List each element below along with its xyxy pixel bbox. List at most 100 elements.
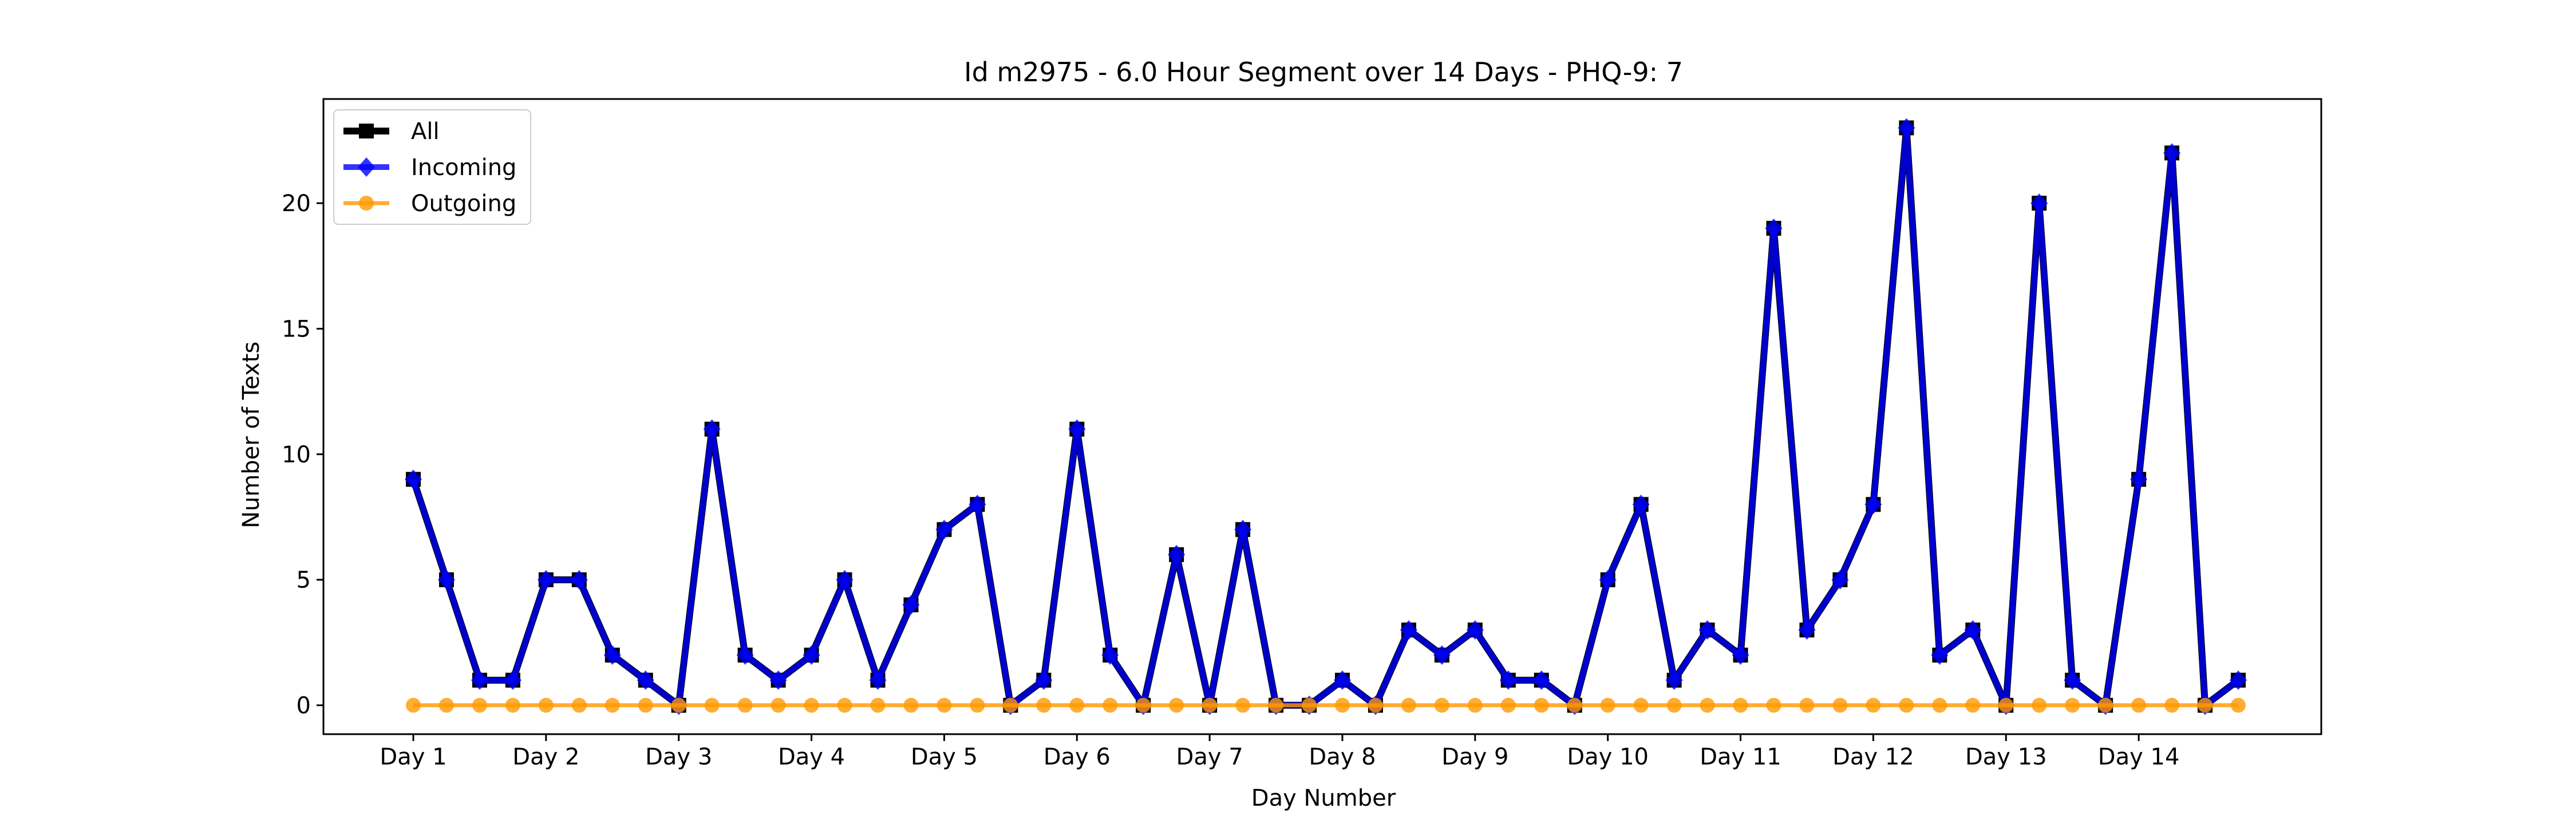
data-point-incoming xyxy=(405,469,422,489)
data-point-outgoing xyxy=(1368,698,1383,713)
data-point-outgoing xyxy=(937,698,952,713)
data-point-incoming xyxy=(935,520,953,540)
data-point-outgoing xyxy=(1434,698,1449,713)
legend-marker-incoming xyxy=(358,157,375,177)
data-point-incoming xyxy=(736,645,754,665)
data-point-outgoing xyxy=(1998,698,2014,713)
x-tick-label: Day 4 xyxy=(778,744,845,770)
data-point-incoming xyxy=(570,570,588,590)
x-tick-label: Day 5 xyxy=(911,744,978,770)
data-point-outgoing xyxy=(1866,698,1881,713)
data-point-incoming xyxy=(769,670,787,690)
data-point-incoming xyxy=(1831,570,1849,590)
data-point-incoming xyxy=(2130,469,2148,489)
data-point-outgoing xyxy=(2164,698,2180,713)
data-point-outgoing xyxy=(2032,698,2047,713)
data-point-incoming xyxy=(1400,620,1417,640)
data-point-incoming xyxy=(1599,570,1617,590)
data-point-outgoing xyxy=(1136,698,1151,713)
data-point-incoming xyxy=(1433,645,1451,665)
data-point-outgoing xyxy=(1799,698,1815,713)
data-point-incoming xyxy=(869,670,887,690)
y-tick-label: 15 xyxy=(282,316,311,342)
data-point-outgoing xyxy=(1534,698,1549,713)
data-point-outgoing xyxy=(804,698,819,713)
data-point-incoming xyxy=(537,570,555,590)
x-tick-label: Day 14 xyxy=(2098,744,2180,770)
x-axis-label: Day Number xyxy=(1251,785,1396,811)
series-outgoing xyxy=(406,698,2246,713)
data-point-outgoing xyxy=(472,698,487,713)
y-tick-label: 0 xyxy=(297,693,311,719)
data-point-outgoing xyxy=(605,698,620,713)
data-point-incoming xyxy=(1765,218,1783,238)
data-point-incoming xyxy=(803,645,820,665)
data-point-outgoing xyxy=(1302,698,1317,713)
data-point-incoming xyxy=(1532,670,1550,690)
legend-label-outgoing: Outgoing xyxy=(411,191,516,217)
plot-area xyxy=(322,98,2322,735)
data-point-incoming xyxy=(1964,620,1982,640)
data-point-outgoing xyxy=(771,698,786,713)
data-point-outgoing xyxy=(1932,698,1947,713)
data-point-incoming xyxy=(969,494,986,514)
y-axis: 0 5 10 15 20 xyxy=(282,191,323,719)
data-point-outgoing xyxy=(1965,698,1981,713)
data-point-incoming xyxy=(1466,620,1484,640)
chart-title: Id m2975 - 6.0 Hour Segment over 14 Days… xyxy=(964,57,1683,88)
data-point-outgoing xyxy=(1766,698,1781,713)
legend-frame xyxy=(333,109,531,225)
data-point-outgoing xyxy=(1500,698,1516,713)
data-point-incoming xyxy=(504,670,521,690)
data-point-outgoing xyxy=(903,698,919,713)
data-point-outgoing xyxy=(1666,698,1682,713)
data-point-incoming xyxy=(637,670,654,690)
data-point-incoming xyxy=(1698,620,1716,640)
data-point-outgoing xyxy=(2231,698,2246,713)
data-point-incoming xyxy=(2163,143,2181,163)
data-point-incoming xyxy=(902,595,920,615)
legend-label-all: All xyxy=(411,118,440,145)
y-tick-label: 10 xyxy=(282,442,311,468)
data-point-outgoing xyxy=(571,698,587,713)
data-point-outgoing xyxy=(406,698,421,713)
data-point-outgoing xyxy=(1036,698,1052,713)
data-point-incoming xyxy=(1333,670,1351,690)
data-point-outgoing xyxy=(1269,698,1284,713)
x-tick-label: Day 2 xyxy=(512,744,579,770)
data-point-incoming xyxy=(1665,670,1683,690)
data-point-incoming xyxy=(2030,193,2048,213)
data-point-incoming xyxy=(1931,645,1949,665)
data-point-outgoing xyxy=(2198,698,2213,713)
data-point-outgoing xyxy=(505,698,520,713)
data-point-outgoing xyxy=(1899,698,1914,713)
data-point-incoming xyxy=(1234,520,1252,540)
data-point-outgoing xyxy=(837,698,852,713)
y-tick-label: 5 xyxy=(297,567,311,593)
data-point-incoming xyxy=(1632,494,1650,514)
data-point-outgoing xyxy=(1832,698,1848,713)
legend-marker-all xyxy=(359,124,374,138)
data-point-incoming xyxy=(1798,620,1816,640)
x-tick-label: Day 7 xyxy=(1176,744,1243,770)
data-point-incoming xyxy=(1101,645,1119,665)
x-tick-label: Day 13 xyxy=(1965,744,2047,770)
data-point-outgoing xyxy=(1202,698,1218,713)
data-point-outgoing xyxy=(671,698,686,713)
legend-marker-outgoing xyxy=(359,196,374,211)
data-point-outgoing xyxy=(704,698,720,713)
data-point-incoming xyxy=(1499,670,1517,690)
data-point-incoming xyxy=(2230,670,2247,690)
data-point-incoming xyxy=(1864,494,1882,514)
data-point-outgoing xyxy=(2098,698,2113,713)
data-point-outgoing xyxy=(1700,698,1715,713)
y-axis-label: Number of Texts xyxy=(238,342,264,528)
data-point-outgoing xyxy=(1169,698,1184,713)
data-point-outgoing xyxy=(1069,698,1085,713)
data-point-outgoing xyxy=(737,698,753,713)
legend-label-incoming: Incoming xyxy=(411,154,516,181)
data-point-incoming xyxy=(437,570,455,590)
data-point-outgoing xyxy=(638,698,653,713)
